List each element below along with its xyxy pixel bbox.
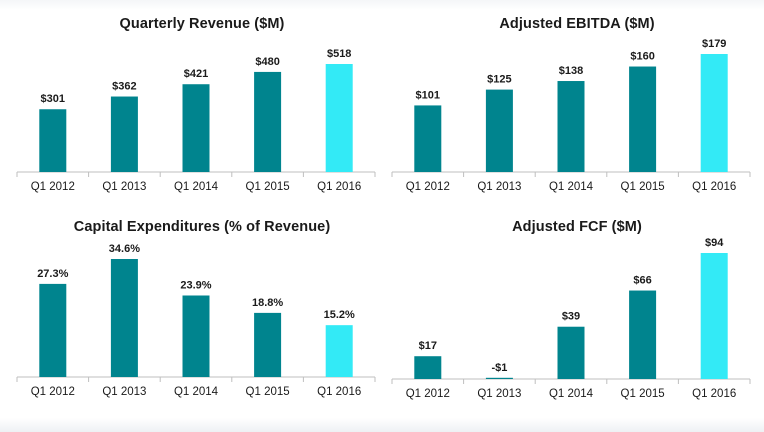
chart-title: Adjusted FCF ($M) bbox=[512, 219, 642, 235]
data-label: $125 bbox=[487, 74, 511, 86]
bar-q1-2014 bbox=[557, 81, 585, 172]
bar-q1-2015 bbox=[254, 71, 282, 172]
adjusted-ebitda-plot: $101 Q1 2012 $125 Q1 2013 $138 Q1 2014 $160 Q1 … bbox=[391, 38, 751, 193]
capital-expenditures-plot: 27.3% Q1 2012 34.6% Q1 2013 23.9% Q1 2014 18.8… bbox=[16, 243, 376, 398]
data-label: $160 bbox=[630, 51, 654, 63]
data-label: $301 bbox=[41, 93, 65, 105]
data-label: $179 bbox=[702, 38, 726, 50]
category-label: Q1 2014 bbox=[174, 386, 219, 398]
category-label: Q1 2015 bbox=[621, 388, 665, 400]
adjusted-ebitda-chart: Adjusted EBITDA ($M) $101 Q1 2012 $125 Q1 2… bbox=[391, 16, 762, 221]
bar-q1-2012 bbox=[414, 356, 442, 379]
category-label: Q1 2014 bbox=[549, 388, 594, 400]
category-label: Q1 2015 bbox=[246, 386, 290, 398]
category-label: Q1 2015 bbox=[621, 181, 665, 193]
bar-q1-2015 bbox=[254, 312, 282, 377]
quarterly-revenue-chart: Quarterly Revenue ($M) $301 Q1 2012 $362 Q1… bbox=[16, 16, 387, 221]
bar-q1-2012 bbox=[39, 109, 67, 172]
quarterly-revenue-plot: $301 Q1 2012 $362 Q1 2013 $421 Q1 2014 $480 Q1 … bbox=[16, 48, 376, 193]
category-label: Q1 2016 bbox=[692, 388, 736, 400]
bar-q1-2016 bbox=[325, 64, 353, 172]
data-label: 18.8% bbox=[252, 297, 283, 309]
category-label: Q1 2012 bbox=[31, 386, 75, 398]
category-label: Q1 2013 bbox=[477, 388, 521, 400]
category-label: Q1 2016 bbox=[317, 181, 361, 193]
data-label: $480 bbox=[255, 56, 279, 68]
bar-q1-2014 bbox=[182, 84, 210, 172]
category-label: Q1 2012 bbox=[31, 181, 75, 193]
category-label: Q1 2016 bbox=[317, 386, 361, 398]
adjusted-fcf-chart: Adjusted FCF ($M) $17 Q1 2012 -$1 Q1 2013 $3… bbox=[391, 219, 762, 424]
capital-expenditures-chart: Capital Expenditures (% of Revenue) 27.3… bbox=[16, 219, 387, 424]
bar-q1-2015 bbox=[629, 290, 657, 379]
data-label: 27.3% bbox=[37, 268, 68, 280]
bar-q1-2015 bbox=[629, 66, 657, 172]
data-label: $94 bbox=[705, 237, 724, 249]
data-label: $138 bbox=[559, 65, 583, 77]
category-label: Q1 2016 bbox=[692, 181, 736, 193]
data-label: $39 bbox=[562, 311, 580, 323]
category-label: Q1 2013 bbox=[102, 181, 146, 193]
bar-q1-2016 bbox=[325, 325, 353, 377]
data-label: $101 bbox=[416, 89, 440, 101]
data-label: $17 bbox=[419, 340, 437, 352]
data-label: $362 bbox=[112, 81, 136, 93]
data-label: 15.2% bbox=[324, 309, 355, 321]
data-label: $66 bbox=[633, 275, 651, 287]
bar-q1-2014 bbox=[557, 326, 585, 379]
bar-q1-2013 bbox=[110, 96, 138, 172]
data-label: -$1 bbox=[491, 362, 507, 374]
category-label: Q1 2014 bbox=[174, 181, 219, 193]
bar-q1-2012 bbox=[414, 105, 442, 172]
chart-title: Capital Expenditures (% of Revenue) bbox=[73, 219, 331, 235]
category-label: Q1 2013 bbox=[102, 386, 146, 398]
chart-title: Quarterly Revenue ($M) bbox=[119, 16, 285, 32]
category-label: Q1 2012 bbox=[406, 181, 450, 193]
category-label: Q1 2012 bbox=[406, 388, 450, 400]
data-label: $421 bbox=[184, 68, 208, 80]
data-label: 23.9% bbox=[180, 279, 211, 291]
bar-q1-2016 bbox=[700, 54, 728, 172]
adjusted-fcf-plot: $17 Q1 2012 -$1 Q1 2013 $39 Q1 2014 $66 Q1 2015… bbox=[391, 237, 751, 400]
bar-q1-2014 bbox=[182, 295, 210, 377]
data-label: 34.6% bbox=[109, 243, 140, 255]
category-label: Q1 2015 bbox=[246, 181, 290, 193]
bar-q1-2013 bbox=[485, 89, 513, 172]
chart-title: Adjusted EBITDA ($M) bbox=[499, 16, 655, 32]
bar-q1-2016 bbox=[700, 253, 728, 379]
bar-q1-2012 bbox=[39, 283, 67, 377]
bar-q1-2013 bbox=[110, 259, 138, 377]
category-label: Q1 2014 bbox=[549, 181, 594, 193]
bar-q1-2013 bbox=[485, 377, 513, 379]
category-label: Q1 2013 bbox=[477, 181, 521, 193]
data-label: $518 bbox=[327, 48, 351, 60]
